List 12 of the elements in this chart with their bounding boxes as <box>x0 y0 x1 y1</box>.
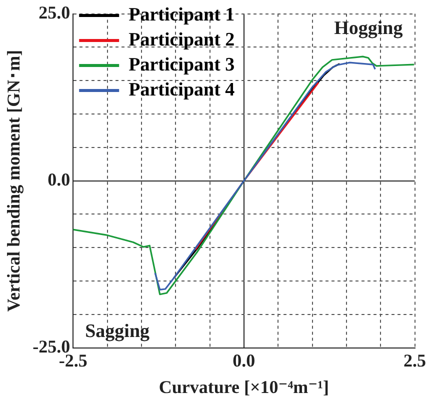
y-tick-label: 25.0 <box>38 2 70 22</box>
annotation: Sagging <box>85 321 150 342</box>
y-tick-label: 0.0 <box>48 169 70 190</box>
legend-label: Participant 4 <box>128 79 236 100</box>
x-tick-label: 0.0 <box>232 350 256 370</box>
x-tick-label: 2.5 <box>404 350 426 370</box>
legend-label: Participant 2 <box>128 29 235 50</box>
y-axis-title: Vertical bending moment [GN･m] <box>3 50 24 312</box>
x-axis-title: Curvature [×10⁻⁴m⁻¹] <box>158 376 330 397</box>
legend-label: Participant 3 <box>128 54 235 76</box>
annotation: Hogging <box>334 18 404 40</box>
legend-label: Participant 1 <box>128 4 235 26</box>
